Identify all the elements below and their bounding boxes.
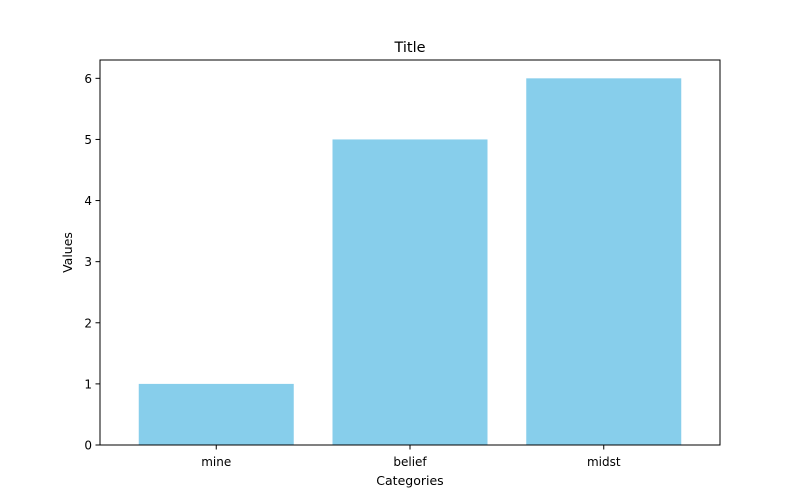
x-tick-label: midst xyxy=(587,455,621,469)
x-axis: mine belief midst xyxy=(201,445,621,469)
x-tick-label: mine xyxy=(201,455,231,469)
y-tick-label: 1 xyxy=(84,377,92,391)
y-tick-label: 3 xyxy=(84,255,92,269)
x-axis-label: Categories xyxy=(376,473,443,488)
x-tick-label: belief xyxy=(393,455,427,469)
y-tick-label: 6 xyxy=(84,72,92,86)
bar-mine xyxy=(138,383,294,445)
bar-midst xyxy=(526,78,682,445)
chart-title: Title xyxy=(393,40,425,56)
y-axis: 0 1 2 3 4 5 6 xyxy=(84,72,100,453)
plot-frame xyxy=(99,59,721,446)
bar-belief xyxy=(332,139,488,445)
y-tick-label: 4 xyxy=(84,194,92,208)
y-tick-label: 0 xyxy=(84,439,92,453)
bars-group xyxy=(138,78,682,445)
y-tick-label: 2 xyxy=(84,316,92,330)
y-tick-label: 5 xyxy=(84,133,92,147)
y-axis-label: Values xyxy=(60,232,75,273)
